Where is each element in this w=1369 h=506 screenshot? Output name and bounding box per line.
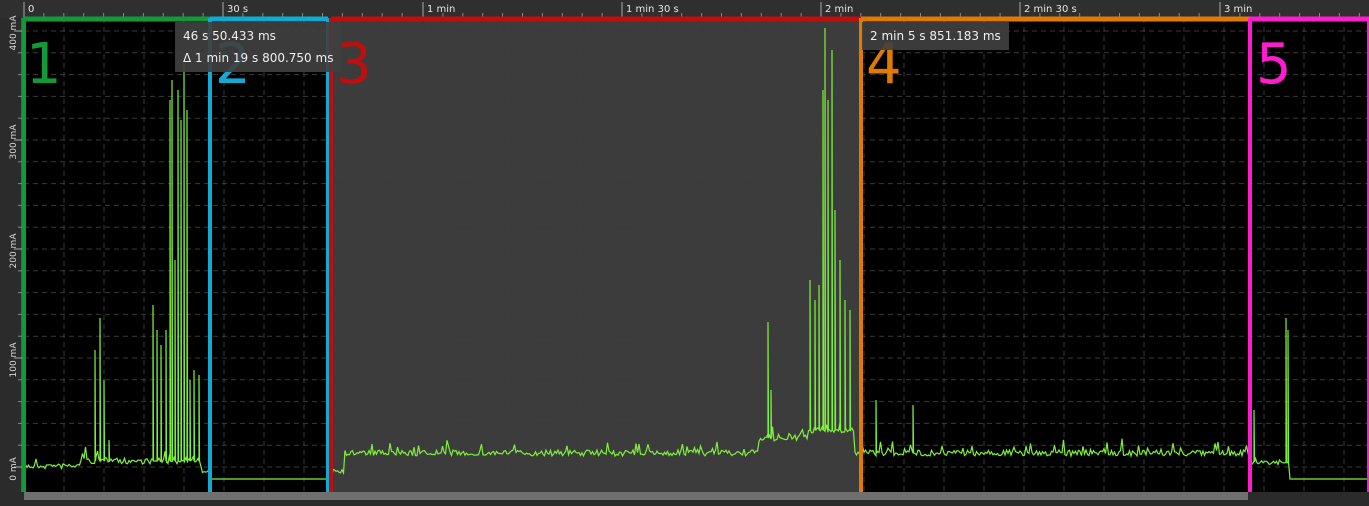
y-ticks: 0 mA 100 mA 200 mA 300 mA 400 mA xyxy=(9,15,23,492)
region-1-number: 1 xyxy=(26,32,62,97)
ruler-tick-label: 1 min 30 s xyxy=(626,4,679,15)
delta-time-label: Δ 1 min 19 s 800.750 ms xyxy=(183,51,334,65)
marker-time-label: 2 min 5 s 851.183 ms xyxy=(870,29,1001,43)
current-trace xyxy=(23,27,1368,480)
current-axis xyxy=(0,18,22,492)
ruler-tick-label: 1 min xyxy=(427,4,455,15)
plot-grid xyxy=(23,18,1369,492)
region-boxes: 12345 xyxy=(22,16,1369,492)
selection-highlight xyxy=(331,18,861,492)
ruler-tick-label: 30 s xyxy=(227,4,248,15)
ruler-ticks: 0 30 s 1 min 1 min 30 s 2 min 2 min 30 s 3 min xyxy=(23,2,1360,18)
region-3-number: 3 xyxy=(336,32,372,97)
y-tick-label: 200 mA xyxy=(9,233,19,269)
marker-tooltip: 2 min 5 s 851.183 ms xyxy=(862,22,1009,50)
y-tick-label: 0 mA xyxy=(9,456,19,480)
ruler-tick-label: 0 xyxy=(28,4,34,15)
region-5-box: 5 xyxy=(1248,16,1369,492)
y-tick-label: 100 mA xyxy=(9,342,19,378)
ruler-tick-label: 3 min xyxy=(1224,4,1252,15)
y-tick-label: 300 mA xyxy=(9,124,19,160)
region-5-number: 5 xyxy=(1256,32,1292,97)
ruler-tick-label: 2 min xyxy=(825,4,853,15)
cursor-tooltip: 46 s 50.433 ms Δ 1 min 19 s 800.750 ms xyxy=(175,22,342,72)
horizontal-scrollbar[interactable] xyxy=(24,492,1248,500)
y-tick-label: 400 mA xyxy=(9,15,19,51)
ruler-tick-label: 2 min 30 s xyxy=(1024,4,1077,15)
cursor-time-label: 46 s 50.433 ms xyxy=(183,29,276,43)
